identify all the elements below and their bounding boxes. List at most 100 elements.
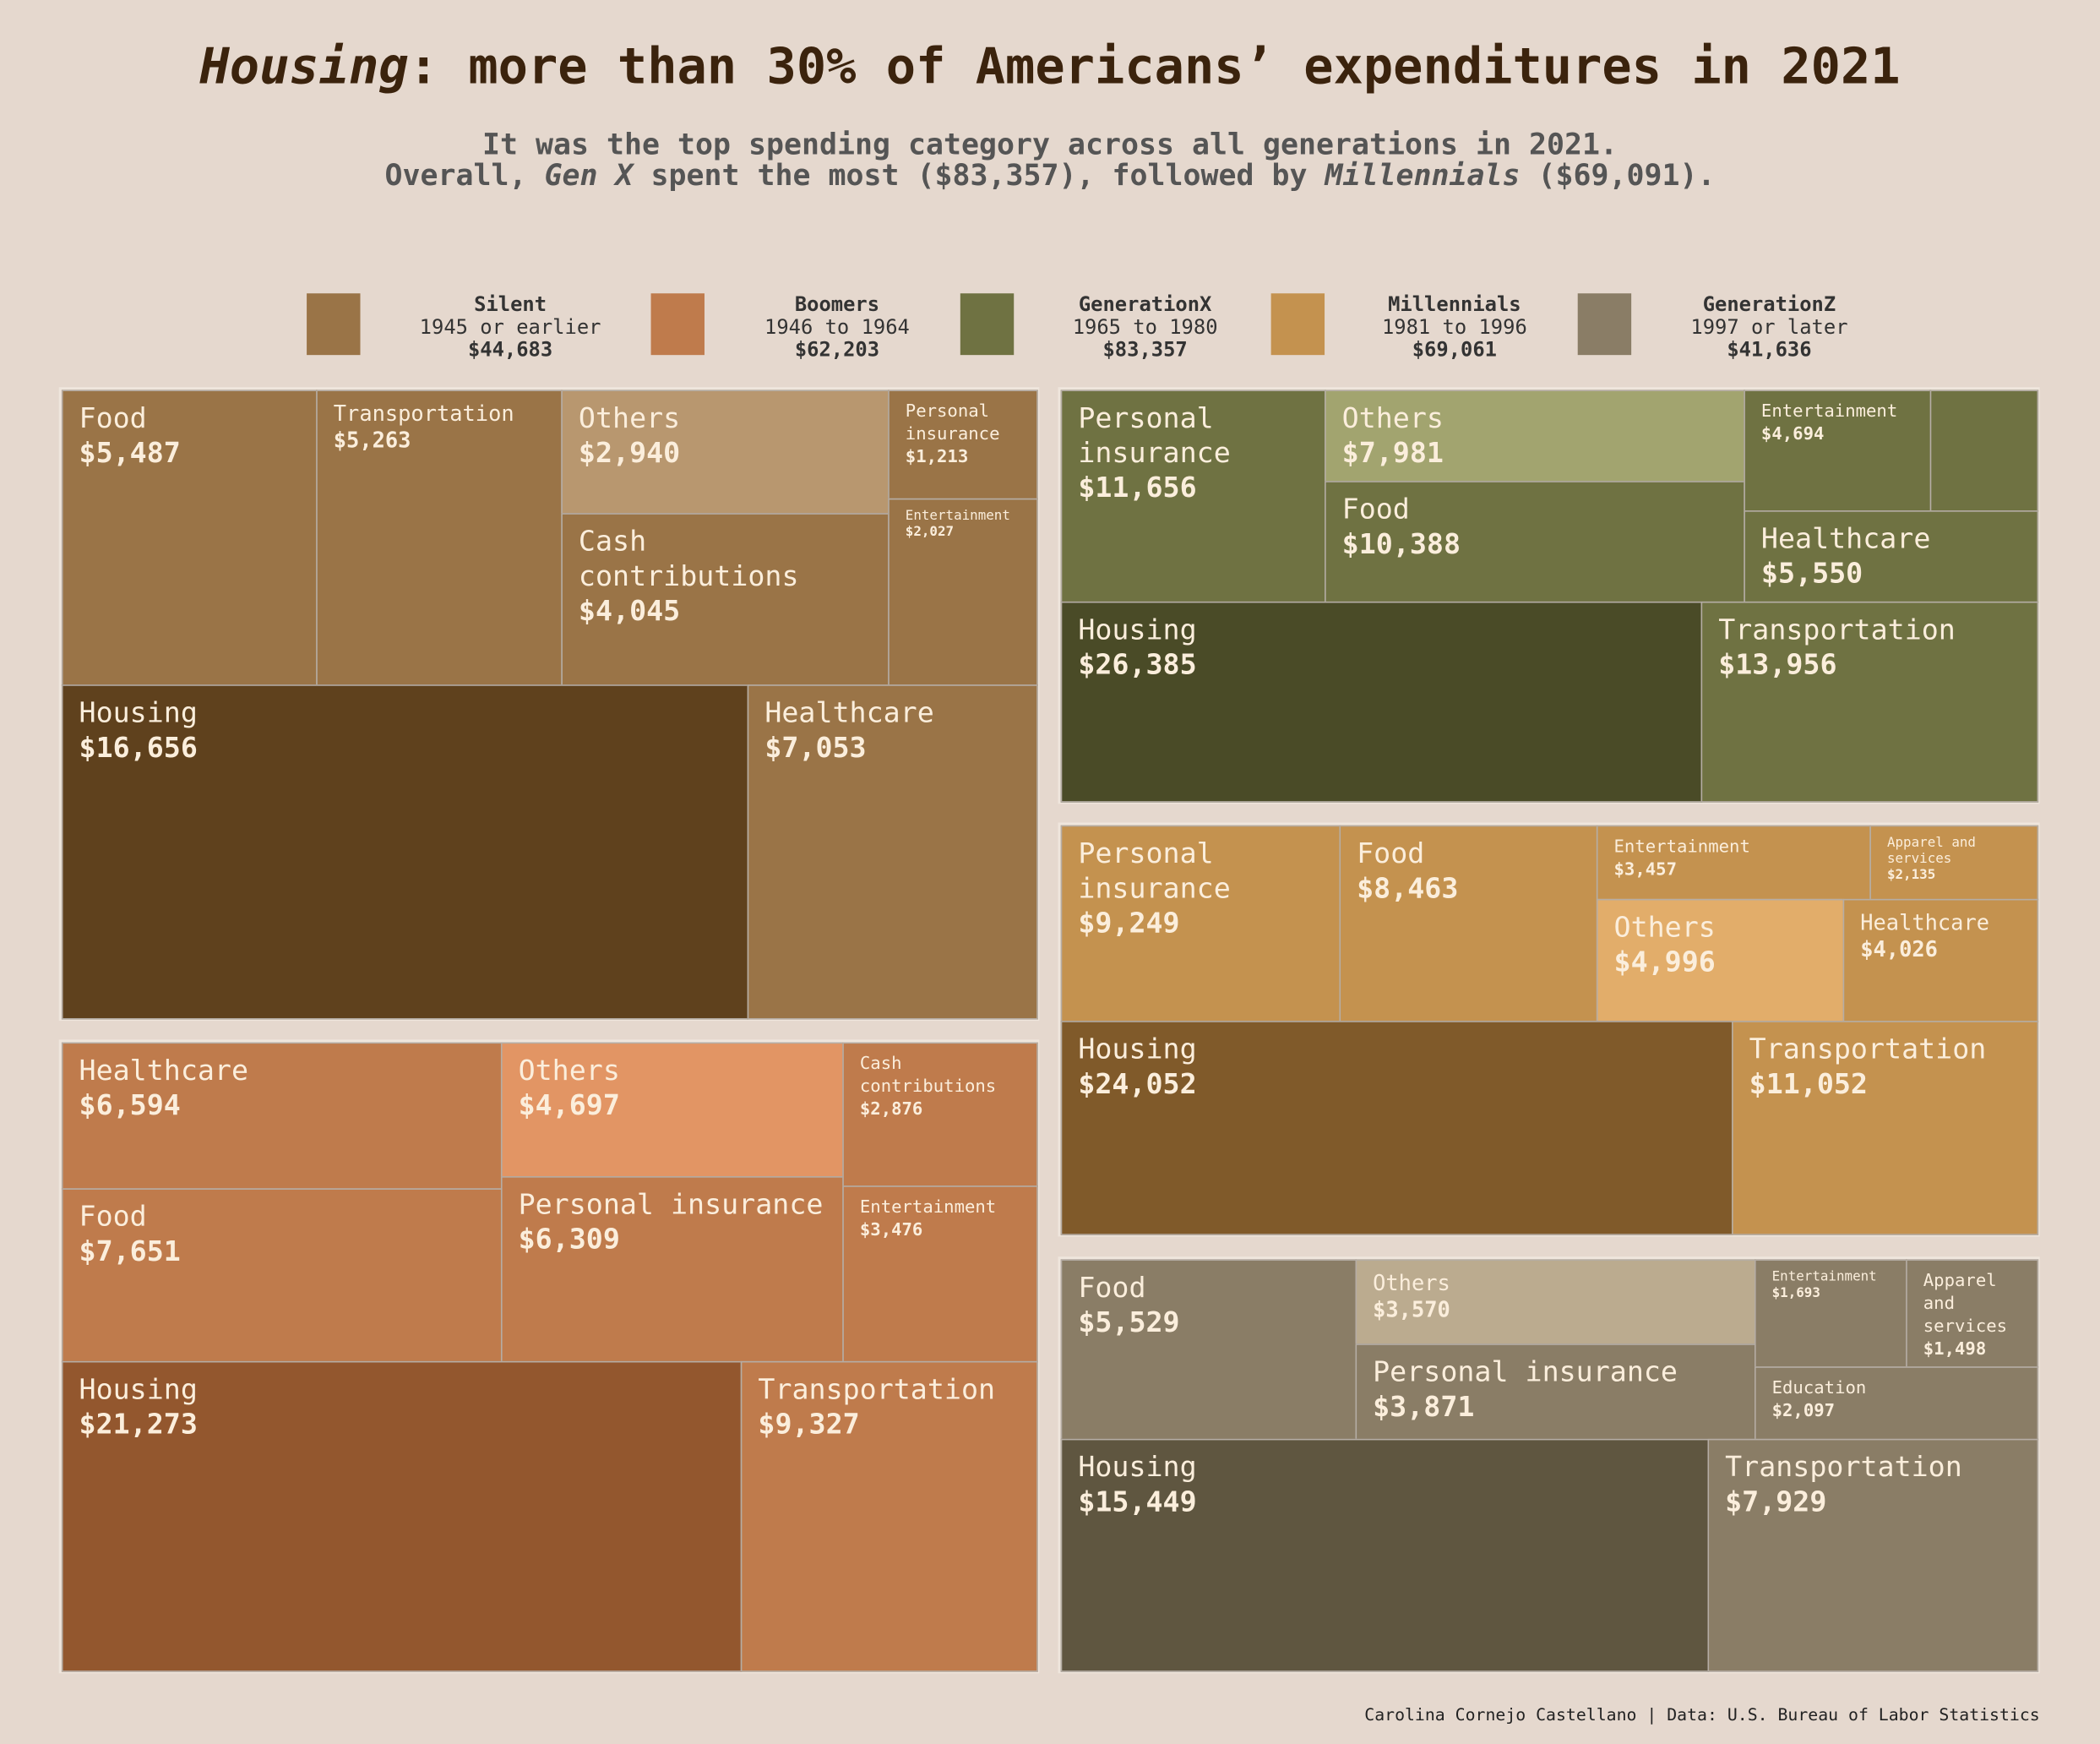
cell-label: Personal insurance	[1373, 1355, 1678, 1388]
cell-label: Transportation	[1718, 613, 1956, 646]
treemap-cell-food: Food $8,463	[1339, 825, 1598, 1022]
treemap-cell-unlabeled	[1929, 390, 2039, 512]
legend-entry: Boomers 1946 to 1964 $62,203	[703, 292, 971, 362]
treemap-cell-food: Food $10,388	[1325, 481, 1745, 603]
cell-value: $3,871	[1373, 1390, 1475, 1423]
cell-label: Housing	[1078, 613, 1197, 646]
cell-value: $4,996	[1613, 946, 1716, 978]
cell-value: $2,097	[1771, 1401, 1836, 1422]
cell-value: $5,263	[333, 427, 411, 453]
legend-swatch	[1270, 293, 1325, 356]
legend-total: $83,357	[1102, 337, 1188, 362]
cell-label: Healthcare	[764, 696, 934, 729]
legend-total: $62,203	[794, 337, 880, 362]
cell-label: Housing	[79, 696, 198, 729]
treemap-cell-apparel-and-services: Apparel and services $2,135	[1869, 825, 2039, 901]
legend-name: Millennials	[1388, 292, 1521, 317]
treemap-cell-food: Food $7,651	[61, 1188, 503, 1363]
treemap-cell-housing: Housing $24,052	[1060, 1021, 1733, 1235]
cell-value: $5,487	[79, 436, 181, 469]
cell-label: Others	[1341, 401, 1444, 434]
cell-label: Housing	[1078, 1451, 1197, 1484]
legend-entry: GenerationZ 1997 or later $41,636	[1635, 292, 1903, 362]
cell-value: $6,594	[79, 1089, 181, 1122]
treemap-cell-apparel-and-services: Apparel and services $1,498	[1906, 1259, 2039, 1368]
subtitle-genx: Gen X	[544, 159, 634, 193]
treemap-cell-others: Others $4,996	[1596, 898, 1845, 1022]
cell-label: Personal insurance	[1078, 401, 1231, 469]
treemap-cell-entertainment: Entertainment $1,693	[1755, 1259, 1907, 1368]
treemap-cell-entertainment: Entertainment $3,457	[1596, 825, 1871, 901]
cell-value: $3,476	[859, 1220, 923, 1241]
cell-label: Entertainment	[859, 1197, 997, 1218]
cell-label: Healthcare	[1760, 522, 1931, 555]
cell-value: $3,457	[1613, 859, 1677, 880]
treemap-cell-personal-insurance: Personal insurance $11,656	[1060, 390, 1326, 603]
treemap-cell-food: Food $5,529	[1060, 1259, 1357, 1441]
cell-label: Transportation	[333, 401, 514, 427]
treemap-cell-housing: Housing $21,273	[61, 1360, 743, 1672]
subtitle-millennials: Millennials	[1325, 159, 1521, 193]
cell-label: Transportation	[1749, 1033, 1987, 1065]
legend-swatch	[960, 293, 1015, 356]
legend-years: 1965 to 1980	[1072, 314, 1218, 340]
treemap-cell-housing: Housing $15,449	[1060, 1438, 1710, 1672]
legend-years: 1945 or earlier	[419, 314, 601, 340]
legend-years: 1981 to 1996	[1381, 314, 1527, 340]
treemap-cell-personal-insurance: Personal insurance $1,213	[888, 390, 1038, 500]
cell-value: $15,449	[1078, 1485, 1197, 1518]
subtitle-line-1: It was the top spending category across …	[482, 128, 1619, 162]
treemap-cell-cash-contributions: Cash contributions $4,045	[561, 513, 890, 686]
legend-name: GenerationX	[1078, 292, 1212, 317]
cell-value: $11,656	[1078, 471, 1197, 504]
treemap-cell-entertainment: Entertainment $3,476	[842, 1185, 1038, 1363]
treemap-boomers	[58, 1039, 1040, 1674]
cell-value: $2,876	[859, 1099, 923, 1120]
title-emphasis: Housing	[199, 37, 409, 95]
cell-label: Apparel and services	[1923, 1271, 2008, 1338]
treemap-cell-entertainment: Entertainment $4,694	[1744, 390, 1932, 512]
cell-label: Others	[518, 1054, 620, 1087]
cell-label: Food	[79, 401, 147, 434]
legend-swatch	[1577, 293, 1632, 356]
legend-total: $69,061	[1412, 337, 1497, 362]
treemap-cell-transportation: Transportation $11,052	[1732, 1021, 2039, 1235]
cell-value: $8,463	[1357, 872, 1459, 905]
cell-value: $7,651	[79, 1234, 181, 1267]
cell-label: Education	[1771, 1378, 1867, 1399]
cell-value: $4,045	[578, 594, 681, 628]
legend-entry: Millennials 1981 to 1996 $69,061	[1320, 292, 1588, 362]
cell-label: Entertainment	[1771, 1270, 1877, 1285]
cell-label: Personal insurance	[518, 1188, 824, 1221]
treemap-cell-healthcare: Healthcare $4,026	[1842, 898, 2039, 1022]
cell-value: $9,327	[758, 1408, 860, 1441]
legend-swatch	[307, 293, 361, 356]
cell-label: Healthcare	[79, 1054, 249, 1087]
cell-label: Food	[1078, 1271, 1146, 1304]
cell-value: $26,385	[1078, 648, 1197, 681]
title-text: : more than 30% of Americans’ expenditur…	[408, 37, 1901, 95]
cell-value: $21,273	[79, 1408, 198, 1441]
subtitle-text: ($69,091).	[1520, 159, 1716, 193]
treemap-cell-education: Education $2,097	[1755, 1366, 2039, 1441]
cell-value: $2,135	[1886, 868, 1936, 883]
cell-value: $16,656	[79, 731, 198, 764]
cell-value: $5,529	[1078, 1305, 1180, 1338]
cell-label: Others	[1373, 1270, 1450, 1296]
cell-value: $4,694	[1760, 424, 1825, 445]
credit-footer: Carolina Cornejo Castellano | Data: U.S.…	[1364, 1703, 2040, 1725]
cell-value: $1,213	[905, 447, 969, 468]
cell-label: Entertainment	[1760, 401, 1898, 422]
treemap-cell-entertainment: Entertainment $2,027	[888, 498, 1038, 686]
cell-value: $9,249	[1078, 907, 1180, 940]
treemap-cell-others: Others $3,570	[1355, 1259, 1756, 1345]
legend-total: $44,683	[467, 337, 553, 362]
treemap-cell-housing: Housing $16,656	[61, 684, 749, 1020]
cell-value: $2,940	[578, 436, 681, 469]
cell-value: $2,027	[905, 525, 955, 540]
cell-value: $24,052	[1078, 1067, 1197, 1100]
cell-value: $11,052	[1749, 1067, 1869, 1100]
subtitle-line-2: Overall, Gen X spent the most ($83,357),…	[0, 160, 2100, 193]
cell-label: Transportation	[1725, 1451, 1962, 1484]
